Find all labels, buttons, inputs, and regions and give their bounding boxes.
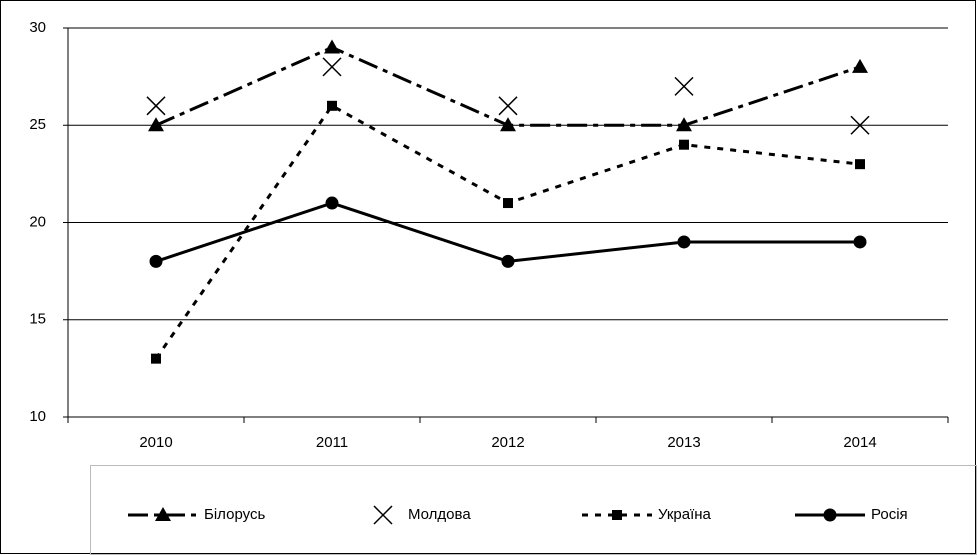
marker	[322, 57, 342, 77]
x-tick-label: 2010	[139, 434, 172, 451]
y-tick-label: 25	[29, 116, 46, 133]
marker	[850, 115, 870, 135]
marker	[327, 100, 337, 111]
y-tick-label: 30	[29, 19, 46, 36]
marker	[151, 353, 161, 364]
marker	[325, 196, 339, 210]
x-tick-label: 2013	[667, 434, 700, 451]
marker	[612, 510, 622, 520]
marker	[676, 117, 692, 132]
y-tick-label: 10	[29, 408, 46, 425]
marker	[853, 235, 867, 249]
marker	[674, 76, 694, 96]
legend-label: Україна	[658, 506, 712, 523]
marker	[149, 254, 163, 268]
x-tick-label: 2011	[316, 434, 348, 451]
legend-label: Молдова	[408, 506, 471, 523]
marker	[155, 507, 171, 521]
marker	[677, 235, 691, 249]
marker	[501, 254, 515, 268]
marker	[500, 117, 516, 132]
marker	[324, 39, 340, 54]
marker	[146, 96, 166, 116]
y-tick-label: 20	[29, 213, 46, 230]
marker	[503, 198, 513, 209]
marker	[823, 508, 837, 522]
marker	[852, 58, 868, 73]
x-tick-label: 2014	[843, 434, 876, 451]
marker	[498, 96, 518, 116]
legend-label: Білорусь	[204, 506, 265, 523]
x-tick-label: 2012	[491, 434, 524, 451]
marker	[148, 117, 164, 132]
y-tick-label: 15	[29, 311, 46, 328]
legend-label: Росія	[871, 506, 908, 523]
marker	[679, 139, 689, 150]
marker	[373, 505, 393, 525]
marker	[855, 159, 865, 170]
